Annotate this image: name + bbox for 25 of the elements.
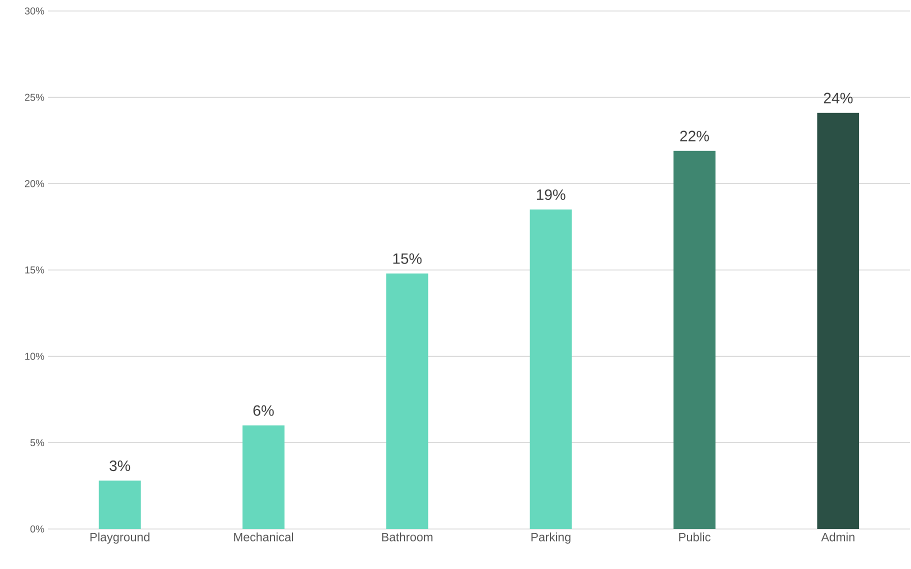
bar bbox=[817, 112, 860, 529]
data-label: 6% bbox=[253, 405, 274, 416]
y-tick-label: 30% bbox=[24, 7, 44, 15]
x-tick-label: Bathroom bbox=[382, 532, 432, 542]
bar bbox=[386, 273, 428, 529]
data-label: 15% bbox=[393, 253, 422, 264]
bar bbox=[674, 150, 716, 529]
bar bbox=[530, 210, 572, 529]
data-label: 19% bbox=[536, 189, 566, 200]
data-label: 22% bbox=[680, 130, 709, 142]
y-tick-label: 5% bbox=[30, 439, 44, 446]
y-tick-label: 20% bbox=[24, 180, 44, 188]
y-tick-label: 0% bbox=[30, 525, 44, 533]
x-tick-label: Parking bbox=[531, 532, 570, 544]
x-tick-label: Public bbox=[679, 532, 711, 542]
x-tick-label: Admin bbox=[821, 532, 854, 542]
data-label: 24% bbox=[824, 92, 853, 104]
y-tick-label: 25% bbox=[24, 94, 44, 101]
y-tick-label: 10% bbox=[25, 352, 44, 360]
data-label: 3% bbox=[110, 460, 130, 472]
bar bbox=[98, 480, 141, 529]
y-tick-label: 15% bbox=[25, 266, 44, 274]
bar bbox=[242, 425, 285, 529]
x-tick-label: Mechanical bbox=[234, 532, 294, 542]
x-tick-label: Playground bbox=[90, 532, 150, 544]
